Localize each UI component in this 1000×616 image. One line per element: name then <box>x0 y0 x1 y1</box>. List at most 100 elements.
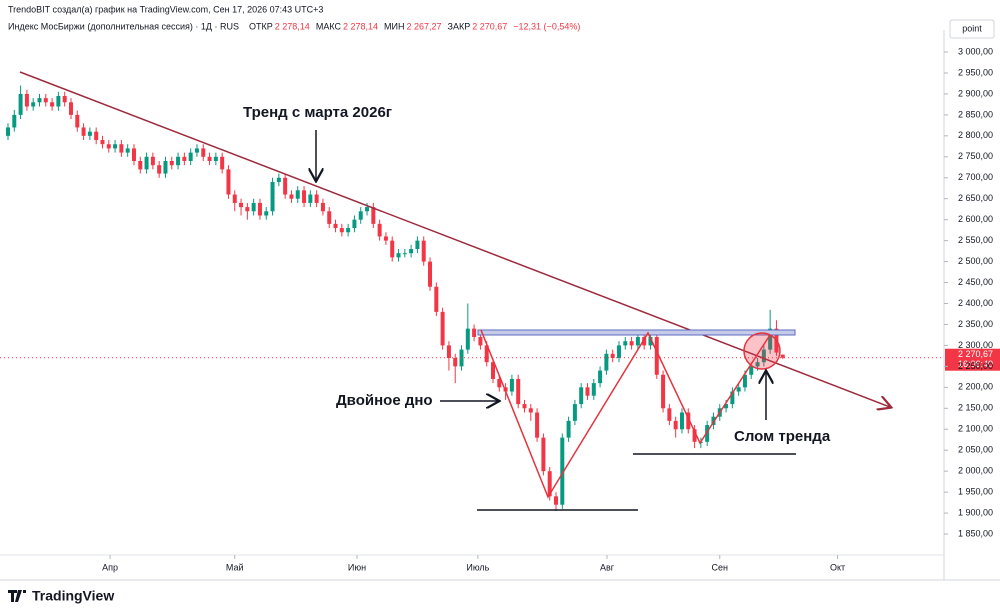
candle-body <box>150 156 155 166</box>
annotation: Двойное дно <box>336 392 433 409</box>
candle-body <box>585 387 590 396</box>
candle-body <box>421 240 426 262</box>
candle-body <box>491 362 496 379</box>
legend-row: Индекс МосБиржи (дополнительная сессия) … <box>8 21 580 31</box>
annotation: Тренд с марта 2026г <box>243 104 392 121</box>
candle-body <box>169 160 174 166</box>
y-tick-label: 2 500,00 <box>958 256 993 266</box>
legend-value: 2 278,14 <box>275 21 310 31</box>
candle-body <box>94 131 99 141</box>
candle-body <box>24 93 29 107</box>
candle-body <box>440 311 445 346</box>
y-tick-label: 2 650,00 <box>958 193 993 203</box>
candle-body <box>232 194 237 203</box>
y-tick-label: 2 800,00 <box>958 130 993 140</box>
candle-body <box>245 207 250 212</box>
legend-value: 2 278,14 <box>343 21 378 31</box>
candle-body <box>56 96 61 107</box>
candle-body <box>12 114 17 128</box>
trend-line <box>19 71 890 407</box>
candle-body <box>352 219 357 229</box>
candle-body <box>43 98 48 103</box>
timer-text: 16:06:40 <box>958 359 993 369</box>
y-tick-label: 2 750,00 <box>958 151 993 161</box>
candle-body <box>5 127 10 136</box>
y-tick-label: 2 600,00 <box>958 214 993 224</box>
candle-body <box>106 144 111 149</box>
scale-mode[interactable]: point <box>962 23 982 33</box>
x-tick-label: Окт <box>830 562 845 572</box>
candle-body <box>207 156 212 161</box>
candle-body <box>295 190 300 199</box>
candle-body <box>579 387 584 405</box>
x-tick-label: Июн <box>348 562 366 572</box>
candle-body <box>459 349 464 367</box>
legend-value: 2 267,27 <box>407 21 442 31</box>
candle-body <box>610 353 615 358</box>
candle-body <box>604 353 609 371</box>
candle-body <box>642 337 647 346</box>
candle-body <box>144 156 149 170</box>
candle-body <box>560 437 565 505</box>
y-tick-label: 2 550,00 <box>958 235 993 245</box>
candle-body <box>686 412 691 430</box>
candle-body <box>522 404 527 409</box>
x-tick-label: Авг <box>600 562 615 572</box>
candle-body <box>157 165 162 174</box>
x-tick-label: Сен <box>712 562 729 572</box>
candle-body <box>768 328 773 350</box>
candle-body <box>371 207 376 224</box>
legend-key: ЗАКР <box>448 21 471 31</box>
candle-body <box>276 177 281 182</box>
candle-body <box>528 408 533 413</box>
candle-body <box>131 148 136 161</box>
candle-body <box>396 253 401 258</box>
candle-body <box>409 249 414 254</box>
candle-body <box>75 114 80 128</box>
candle-body <box>18 93 23 115</box>
candle-body <box>213 156 218 161</box>
candle-body <box>201 148 206 157</box>
candle-body <box>509 378 514 392</box>
legend-key: МАКС <box>316 21 342 31</box>
candle-body <box>453 357 458 367</box>
candle-body <box>176 156 181 166</box>
candle-body <box>679 412 684 430</box>
breakout-circle <box>743 332 781 370</box>
candle-body <box>635 337 640 346</box>
candle-body <box>434 286 439 312</box>
candle-body <box>81 127 86 136</box>
candle-body <box>314 194 319 203</box>
y-tick-label: 2 900,00 <box>958 88 993 98</box>
candle-body <box>138 160 143 170</box>
y-tick-label: 2 450,00 <box>958 277 993 287</box>
scale-mode-button[interactable] <box>949 19 995 39</box>
candle-body <box>113 144 118 149</box>
candle-body <box>428 261 433 287</box>
y-tick-label: 1 850,00 <box>958 528 993 538</box>
candle-body <box>302 190 307 203</box>
candle-body <box>535 412 540 438</box>
candle-body <box>566 420 571 438</box>
candle-body <box>415 240 420 250</box>
candle-body <box>346 228 351 233</box>
y-tick-label: 2 150,00 <box>958 403 993 413</box>
candle-body <box>661 374 666 409</box>
last-price-box <box>945 348 1000 371</box>
legend-value: 2 270,67 <box>472 21 507 31</box>
legend-key: МИН <box>384 21 404 31</box>
y-tick-label: 2 250,00 <box>958 361 993 371</box>
candle-body <box>446 345 451 358</box>
candle-body <box>377 223 382 237</box>
candle-body <box>264 211 269 216</box>
legend-key: ОТКР <box>249 21 273 31</box>
candle-body <box>654 337 659 375</box>
candle-body <box>749 366 754 375</box>
logo-text: TradingView <box>32 588 114 604</box>
candle-body <box>68 102 73 115</box>
x-tick-label: Май <box>226 562 244 572</box>
candle-body <box>553 496 558 505</box>
candle-body <box>623 341 628 346</box>
candle-body <box>383 236 388 241</box>
